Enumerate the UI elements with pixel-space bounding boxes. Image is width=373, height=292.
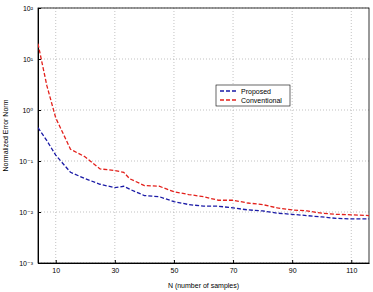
tick-mark — [115, 260, 116, 263]
legend-swatch — [220, 99, 238, 100]
tick-label: 10⁰ — [22, 107, 33, 114]
x-axis: 10 30 50 70 90 110 — [39, 260, 370, 274]
grid-line — [38, 59, 369, 60]
tick-label: 10² — [23, 5, 34, 12]
legend-box — [216, 85, 290, 106]
tick: 50 — [171, 260, 179, 274]
tick: 10⁻² — [19, 209, 41, 216]
tick-label: 10⁻³ — [19, 260, 33, 267]
tick: 90 — [289, 260, 297, 274]
tick-label: 10⁻² — [19, 209, 33, 216]
tick: 10⁻¹ — [19, 158, 41, 165]
tick-label: 10 — [52, 267, 60, 274]
legend: ProposedConventional — [216, 85, 290, 106]
legend-label: Proposed — [241, 88, 271, 96]
tick: 110 — [346, 260, 357, 274]
grid-line — [38, 161, 369, 162]
grid-line — [55, 8, 56, 263]
tick-mark — [38, 212, 41, 213]
grid-line — [114, 8, 115, 263]
series-group — [38, 44, 369, 219]
tick-mark — [38, 8, 41, 9]
tick-mark — [38, 110, 41, 111]
grid-line — [173, 8, 174, 263]
series-line — [38, 128, 369, 219]
tick-mark — [292, 260, 293, 263]
tick: 70 — [230, 260, 238, 274]
grid-line — [351, 8, 352, 263]
tick-mark — [38, 161, 41, 162]
tick-label: 110 — [346, 267, 357, 274]
grid-line — [38, 110, 369, 111]
tick-label: 10¹ — [23, 56, 34, 63]
tick-label: 50 — [171, 267, 179, 274]
tick-mark — [56, 260, 57, 263]
tick-mark — [233, 260, 234, 263]
frame — [38, 8, 369, 263]
grid-line — [233, 8, 234, 263]
y-axis: 10⁻³ 10⁻² 10⁻¹ 10⁰ 10¹ 10² — [19, 5, 41, 267]
y-axis-title: Normalized Error Norm — [2, 99, 9, 171]
x-axis-title: N (number of samples) — [168, 282, 239, 290]
tick: 10⁻³ — [19, 260, 41, 267]
tick: 10¹ — [23, 56, 41, 63]
tick-label: 70 — [230, 267, 238, 274]
grid-line — [292, 8, 293, 263]
tick-mark — [38, 59, 41, 60]
legend-swatch — [220, 90, 238, 91]
series-line — [38, 44, 369, 216]
tick: 10⁰ — [22, 107, 41, 114]
tick: 10 — [52, 260, 60, 274]
tick: 10² — [23, 5, 41, 12]
tick-mark — [351, 260, 352, 263]
tick-label: 30 — [111, 267, 119, 274]
tick: 30 — [111, 260, 119, 274]
tick-mark — [38, 263, 41, 264]
tick-mark — [174, 260, 175, 263]
tick-label: 10⁻¹ — [19, 158, 33, 165]
tick-label: 90 — [289, 267, 297, 274]
legend-label: Conventional — [241, 97, 282, 104]
plot: 10 30 50 70 90 110 10⁻³ 10⁻² 10⁻¹ 10⁰ 10¹ 10² — [19, 5, 369, 274]
grid — [38, 8, 369, 263]
axis-line — [39, 263, 370, 264]
chart: 10 30 50 70 90 110 10⁻³ 10⁻² 10⁻¹ 10⁰ 10¹ 10² N (num… — [0, 0, 373, 292]
